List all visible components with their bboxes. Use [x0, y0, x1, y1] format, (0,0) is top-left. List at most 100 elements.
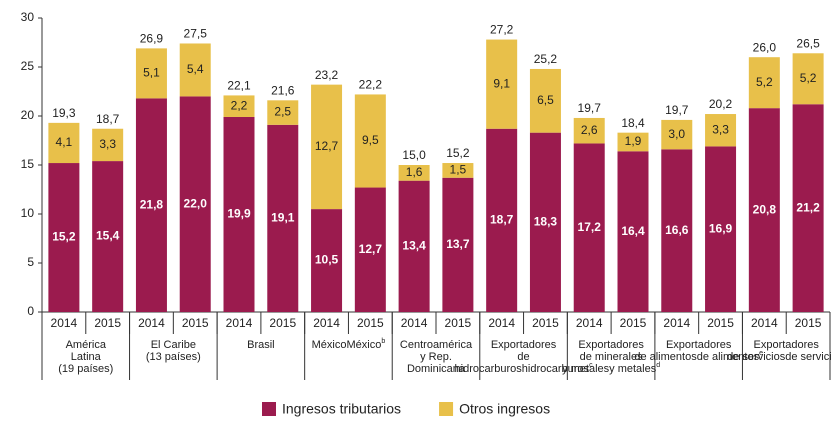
total-label: 21,6 [271, 83, 295, 97]
value-label: 15,2 [52, 230, 76, 244]
group-label: Latina [71, 351, 102, 363]
value-label: 12,7 [315, 139, 339, 153]
total-label: 22,1 [227, 79, 251, 93]
bar-segment [748, 108, 780, 312]
x-tick-label: 2015 [357, 316, 384, 330]
bar-segment [311, 84, 343, 210]
bar-segment [267, 100, 299, 125]
bar-segment [486, 128, 518, 312]
value-label: 21,2 [796, 200, 820, 214]
bar-segment [705, 114, 737, 147]
group-label-sup: e [759, 350, 763, 357]
x-tick-label: 2014 [401, 316, 428, 330]
bar-segment [267, 124, 299, 312]
x-tick-label: 2014 [51, 316, 78, 330]
group-label-text: de servicios [785, 351, 832, 363]
y-tick-label: 15 [21, 157, 35, 171]
bar-segment [442, 177, 474, 312]
total-label: 19,7 [665, 103, 689, 117]
bar-segment [223, 116, 255, 312]
total-label: 18,4 [621, 116, 645, 130]
group-label: Exportadores [491, 339, 557, 351]
bar-segment [442, 163, 474, 178]
bar-segment [135, 48, 167, 99]
bar-segment [354, 94, 386, 188]
bar-segment [661, 149, 693, 312]
group-label: Centroamérica [400, 339, 473, 351]
x-tick-label: 2015 [182, 316, 209, 330]
total-label: 18,7 [96, 112, 120, 126]
bar-segment [223, 95, 255, 117]
value-label: 6,5 [537, 93, 554, 107]
x-tick-label: 2015 [795, 316, 822, 330]
total-label: 26,5 [796, 36, 820, 50]
group-label: Dominicana [407, 363, 466, 375]
group-label: de alimentosde alimentose [634, 350, 763, 363]
y-tick-label: 20 [21, 108, 35, 122]
bar-segment [573, 143, 605, 312]
x-tick-label: 2015 [620, 316, 647, 330]
bar-segment [705, 146, 737, 312]
bar-segment [617, 132, 649, 152]
group-label: Exportadores [754, 339, 820, 351]
x-tick-label: 2015 [94, 316, 121, 330]
value-label: 18,3 [534, 215, 558, 229]
bar-segment [135, 98, 167, 312]
group-label-sup: c [589, 362, 593, 369]
value-label: 19,1 [271, 211, 295, 225]
x-tick-label: 2015 [707, 316, 734, 330]
bar-segment [529, 68, 561, 133]
group-label: y metalesy metalesd [562, 362, 660, 375]
bar-segment [398, 180, 430, 312]
value-label: 2,5 [274, 105, 291, 119]
group-label: de minerales [580, 351, 643, 363]
bar-segment [792, 104, 824, 313]
bar-segment [48, 163, 80, 312]
bar-segment [179, 96, 211, 313]
total-label: 27,2 [490, 23, 514, 37]
value-label: 2,6 [581, 123, 598, 137]
group-label: MéxicoMéxicob [312, 338, 386, 351]
value-label: 1,9 [625, 134, 642, 148]
x-tick-label: 2015 [269, 316, 296, 330]
total-label: 15,0 [402, 148, 426, 162]
group-label: (13 países) [146, 351, 201, 363]
value-label: 5,2 [800, 71, 817, 85]
group-label-text: México [346, 339, 381, 351]
y-tick-label: 25 [21, 59, 35, 73]
x-tick-label: 2014 [663, 316, 690, 330]
y-tick-label: 5 [27, 255, 34, 269]
value-label: 5,4 [187, 62, 204, 76]
group-label: Exportadores [578, 339, 644, 351]
x-tick-label: 2015 [532, 316, 559, 330]
value-label: 5,2 [756, 75, 773, 89]
x-tick-label: 2014 [138, 316, 165, 330]
total-label: 25,2 [534, 52, 558, 66]
value-label: 1,6 [406, 165, 423, 179]
group-label: de [517, 351, 529, 363]
value-label: 21,8 [140, 197, 164, 211]
group-label-sup: b [381, 338, 385, 345]
bar-segment [179, 43, 211, 97]
value-label: 3,0 [668, 127, 685, 141]
y-tick-label: 30 [21, 10, 35, 24]
bar-segment [661, 119, 693, 150]
group-label: Exportadores [666, 339, 732, 351]
legend-swatch [439, 402, 454, 416]
value-label: 13,7 [446, 237, 470, 251]
total-label: 15,2 [446, 146, 470, 160]
legend-swatch [262, 402, 276, 416]
value-label: 18,7 [490, 213, 514, 227]
value-label: 1,5 [450, 163, 467, 177]
bar-segment [48, 122, 80, 164]
x-tick-label: 2014 [751, 316, 778, 330]
total-label: 22,2 [359, 78, 383, 92]
bar-segment [792, 53, 824, 105]
x-tick-label: 2014 [313, 316, 340, 330]
total-label: 23,2 [315, 68, 339, 82]
x-tick-label: 2014 [576, 316, 603, 330]
value-label: 19,9 [227, 207, 251, 221]
value-label: 16,4 [621, 224, 645, 238]
total-label: 27,5 [184, 27, 208, 41]
bar-segment [92, 128, 124, 162]
